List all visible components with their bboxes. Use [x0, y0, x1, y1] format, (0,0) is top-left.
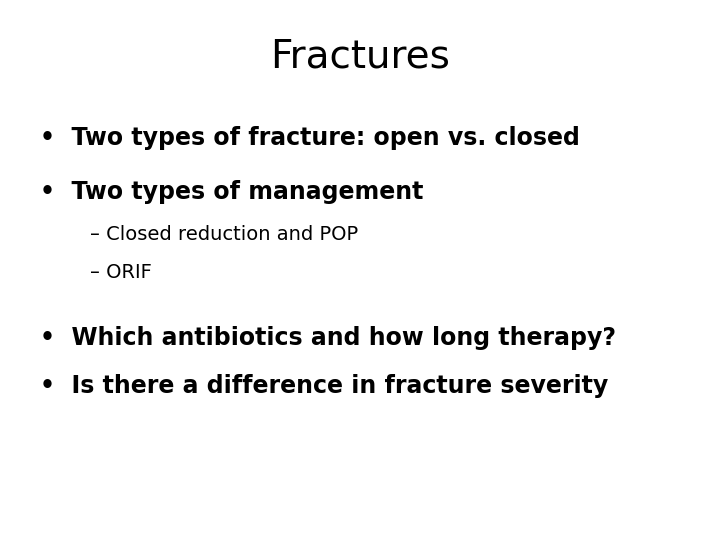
Text: •  Which antibiotics and how long therapy?: • Which antibiotics and how long therapy… [40, 326, 616, 349]
Text: •  Is there a difference in fracture severity: • Is there a difference in fracture seve… [40, 374, 608, 398]
Text: – Closed reduction and POP: – Closed reduction and POP [90, 225, 358, 245]
Text: – ORIF: – ORIF [90, 263, 152, 282]
Text: Fractures: Fractures [270, 38, 450, 76]
Text: •  Two types of management: • Two types of management [40, 180, 423, 204]
Text: •  Two types of fracture: open vs. closed: • Two types of fracture: open vs. closed [40, 126, 580, 150]
